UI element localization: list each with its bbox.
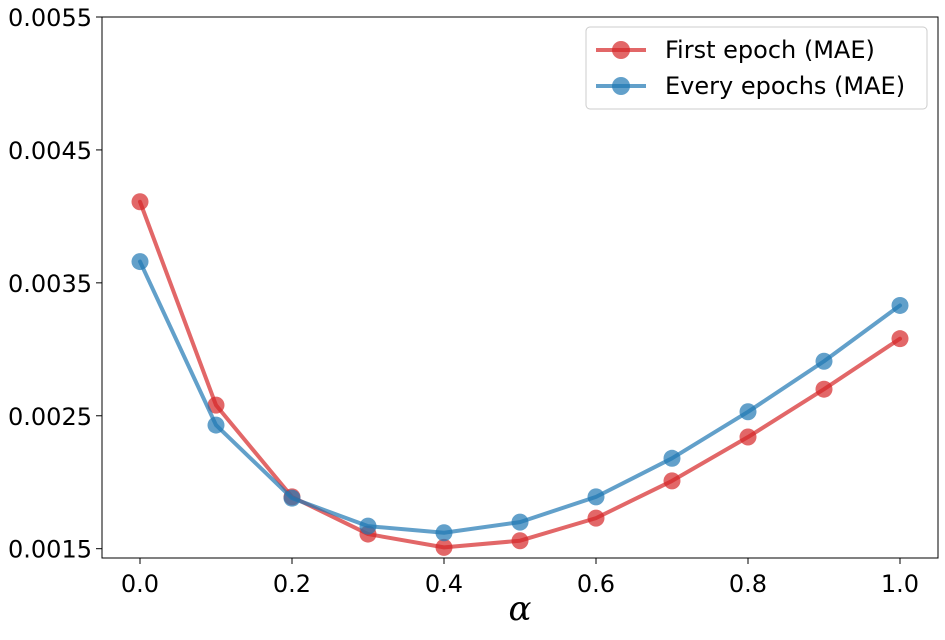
plot-frame <box>101 16 939 559</box>
legend-box <box>585 26 928 110</box>
data-point <box>739 403 757 421</box>
data-point <box>587 488 605 506</box>
data-point <box>435 538 453 556</box>
data-point <box>511 532 529 550</box>
data-point <box>891 330 909 348</box>
y-tick-label: 0.0035 <box>8 270 92 298</box>
x-tick-label: 0.8 <box>729 570 767 598</box>
data-point <box>663 449 681 467</box>
legend-label-every-epochs: Every epochs (MAE) <box>665 72 905 100</box>
data-point <box>207 416 225 434</box>
data-point <box>663 472 681 490</box>
series-every-epochs-mae <box>131 253 909 542</box>
x-tick-label: 0.4 <box>425 570 463 598</box>
x-axis: 0.0 0.2 0.4 0.6 0.8 1.0 <box>121 558 919 598</box>
data-point <box>131 193 149 211</box>
x-axis-label: α <box>509 589 532 629</box>
data-point <box>739 428 757 446</box>
y-tick-label: 0.0045 <box>8 137 92 165</box>
data-point <box>815 352 833 370</box>
x-tick-label: 0.2 <box>273 570 311 598</box>
data-point <box>511 513 529 531</box>
data-point <box>435 524 453 542</box>
legend-marker-first-epoch <box>612 41 630 59</box>
data-point <box>815 380 833 398</box>
series-first-epoch-mae <box>131 193 909 556</box>
series-layer <box>131 193 909 556</box>
data-point <box>587 509 605 527</box>
data-point <box>283 489 301 507</box>
x-tick-label: 1.0 <box>881 570 919 598</box>
legend-marker-every-epochs <box>612 77 630 95</box>
data-point <box>207 396 225 414</box>
legend: First epoch (MAE) Every epochs (MAE) <box>585 26 928 110</box>
y-axis: 0.0015 0.0025 0.0035 0.0045 0.0055 <box>8 4 102 564</box>
legend-label-first-epoch: First epoch (MAE) <box>665 36 875 64</box>
data-point <box>359 517 377 535</box>
x-tick-label: 0.0 <box>121 570 159 598</box>
y-tick-label: 0.0025 <box>8 403 92 431</box>
data-point <box>891 296 909 314</box>
x-tick-label: 0.6 <box>577 570 615 598</box>
data-point <box>131 253 149 271</box>
y-tick-label: 0.0015 <box>8 536 92 564</box>
y-tick-label: 0.0055 <box>8 4 92 32</box>
